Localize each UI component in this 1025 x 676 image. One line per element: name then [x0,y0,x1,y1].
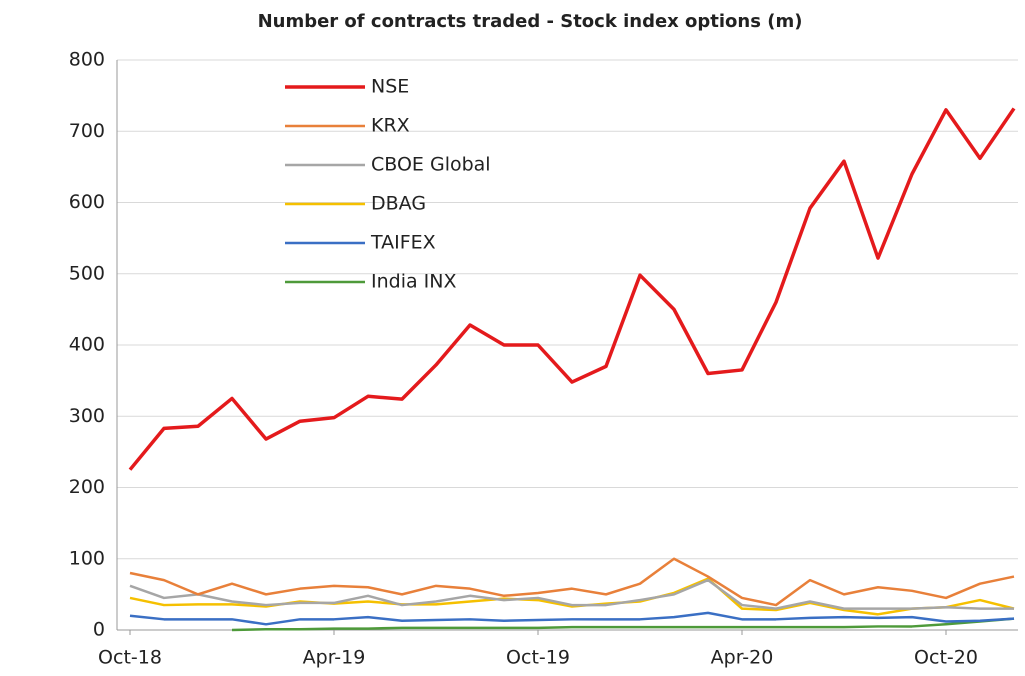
series-line [129,611,1015,626]
y-tick-label: 100 [69,547,105,569]
legend-label: NSE [371,76,409,98]
x-tick-label: Oct-18 [98,647,162,669]
legend-label: KRX [371,115,410,137]
y-tick-label: 200 [69,476,105,498]
series-line [128,107,1016,471]
legend-label: DBAG [371,193,426,215]
legend-label: CBOE Global [371,154,491,176]
y-tick-label: 800 [69,49,105,71]
y-tick-label: 400 [69,334,105,356]
series-line [129,557,1015,607]
y-tick-label: 600 [69,191,105,213]
x-tick-label: Apr-20 [711,647,774,669]
x-tick-label: Oct-20 [914,647,978,669]
series-line [129,578,1014,610]
legend-label: India INX [371,271,457,293]
x-tick-label: Apr-19 [303,647,366,669]
y-tick-label: 0 [93,619,105,641]
y-tick-label: 700 [69,120,105,142]
y-tick-label: 500 [69,262,105,284]
legend-label: TAIFEX [370,232,436,254]
chart-title: Number of contracts traded - Stock index… [258,11,803,32]
y-tick-label: 300 [69,405,105,427]
x-tick-label: Oct-19 [506,647,570,669]
series-line [231,617,1015,632]
